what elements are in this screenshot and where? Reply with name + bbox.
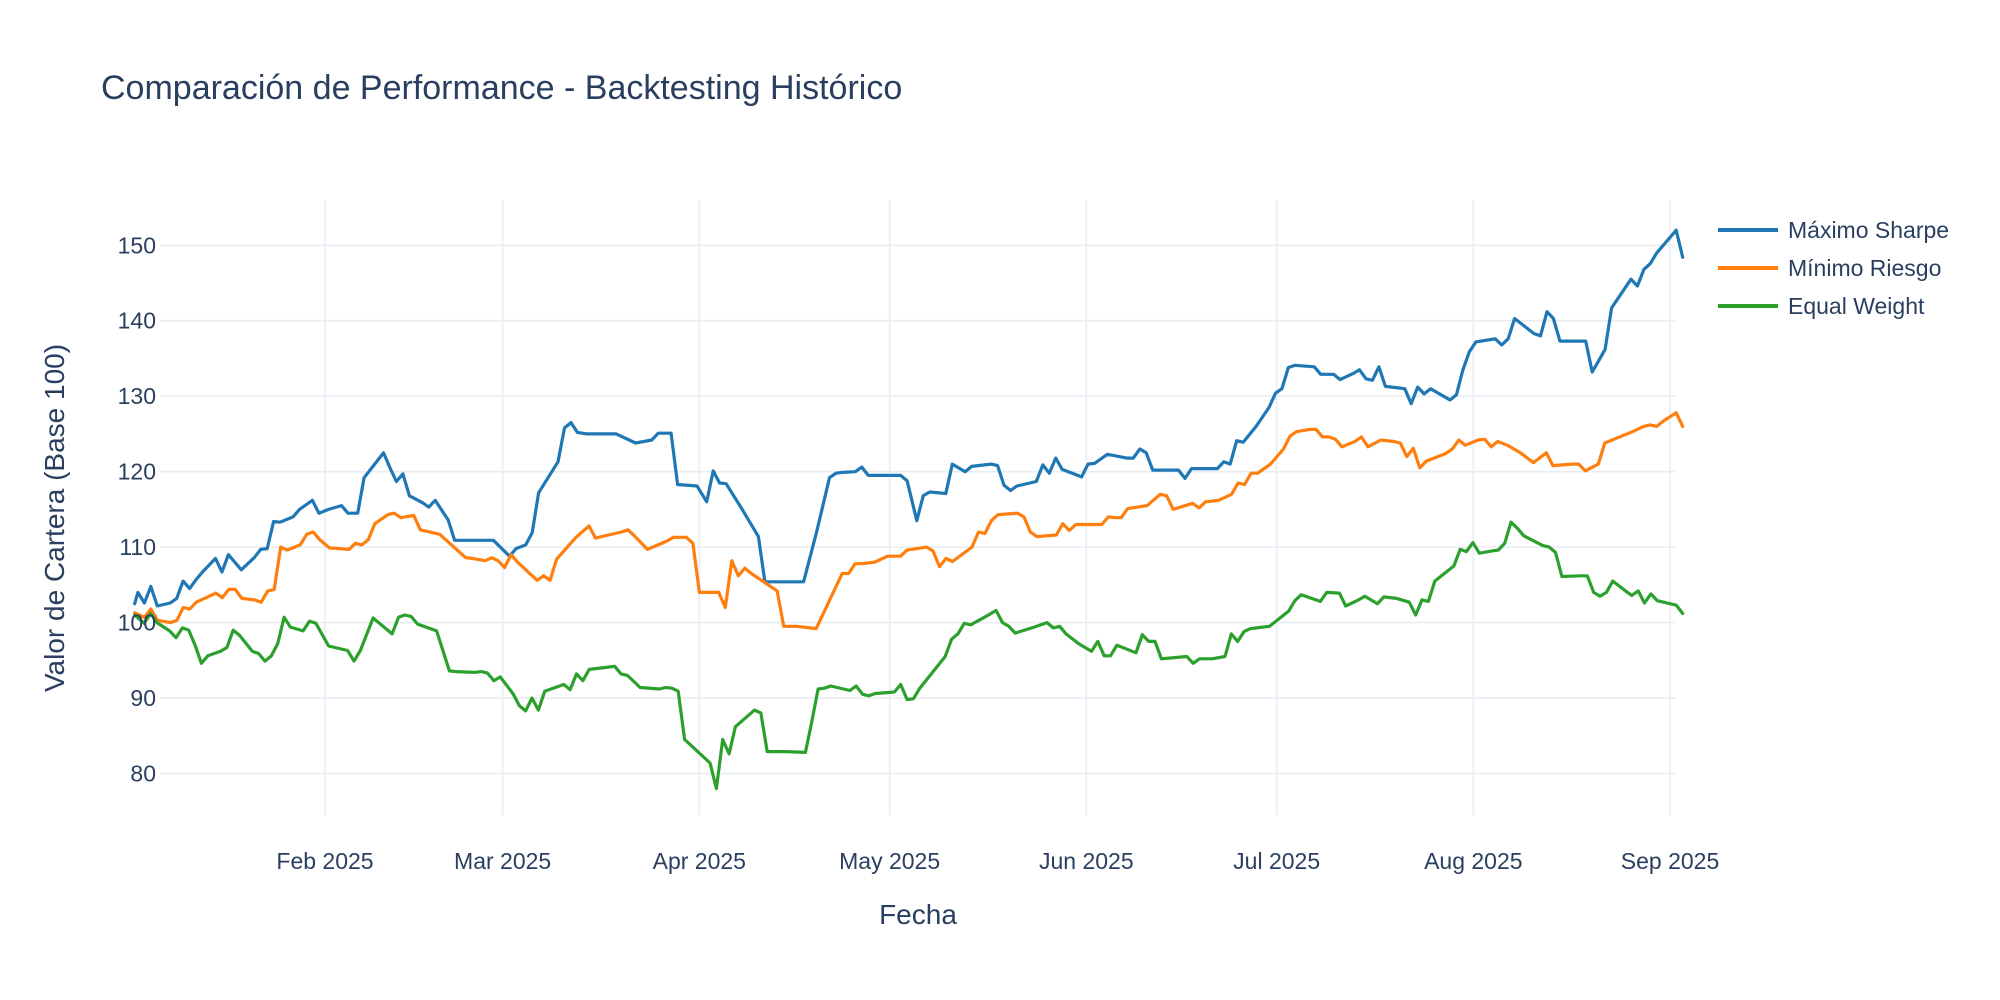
x-tick-label: Aug 2025 (1424, 848, 1522, 874)
legend[interactable]: Máximo Sharpe Mínimo Riesgo Equal Weight (1718, 217, 1949, 319)
y-tick-label: 100 (118, 610, 156, 636)
series-line[interactable] (133, 228, 1685, 608)
series-line[interactable] (133, 411, 1685, 631)
legend-label: Máximo Sharpe (1788, 217, 1949, 243)
y-tick-label: 80 (130, 760, 156, 786)
x-tick-label: May 2025 (839, 848, 940, 874)
x-tick-label: Jun 2025 (1039, 848, 1134, 874)
y-tick-label: 130 (118, 383, 156, 409)
y-axis: 80 90 100 110 120 130 140 150 (118, 232, 156, 786)
legend-item[interactable]: Máximo Sharpe (1718, 217, 1949, 243)
y-tick-label: 150 (118, 232, 156, 258)
legend-label: Mínimo Riesgo (1788, 255, 1941, 281)
x-axis-title: Fecha (879, 899, 957, 930)
y-tick-label: 120 (118, 459, 156, 485)
x-axis: Feb 2025 Mar 2025 Apr 2025 May 2025 Jun 2025… (276, 848, 1719, 874)
x-tick-label: Feb 2025 (276, 848, 373, 874)
series-line[interactable] (133, 520, 1685, 791)
series-layer (133, 228, 1685, 791)
chart-title: Comparación de Performance - Backtesting… (101, 69, 902, 107)
legend-label: Equal Weight (1788, 293, 1925, 319)
y-tick-label: 140 (118, 308, 156, 334)
y-axis-title: Valor de Cartera (Base 100) (39, 344, 70, 692)
legend-item[interactable]: Mínimo Riesgo (1718, 255, 1941, 281)
x-tick-label: Apr 2025 (653, 848, 746, 874)
x-tick-label: Sep 2025 (1621, 848, 1719, 874)
x-tick-label: Mar 2025 (454, 848, 551, 874)
y-tick-label: 110 (119, 534, 156, 560)
y-tick-label: 90 (130, 685, 156, 711)
grid-layer (160, 200, 1675, 815)
x-tick-label: Jul 2025 (1233, 848, 1320, 874)
legend-item[interactable]: Equal Weight (1718, 293, 1925, 319)
